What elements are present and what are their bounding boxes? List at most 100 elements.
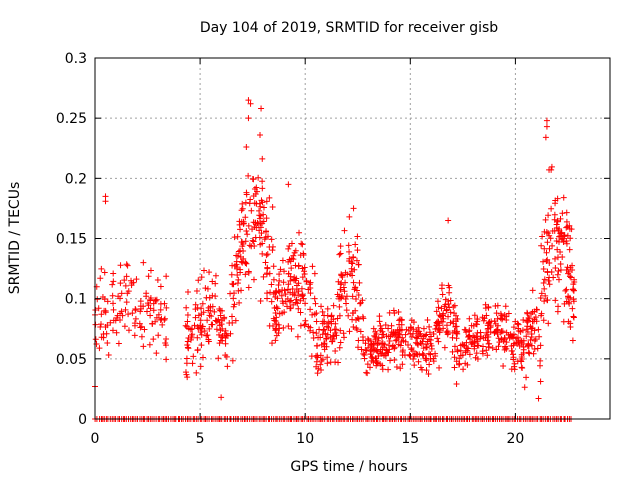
data-point bbox=[385, 366, 392, 373]
data-point bbox=[397, 365, 404, 372]
data-point bbox=[313, 318, 320, 325]
data-point bbox=[313, 310, 320, 317]
data-point bbox=[415, 358, 422, 365]
data-point bbox=[319, 308, 326, 315]
data-point bbox=[113, 314, 120, 321]
data-point bbox=[143, 290, 150, 297]
data-point bbox=[184, 344, 191, 351]
x-tick-label: 10 bbox=[296, 431, 314, 447]
data-point bbox=[329, 338, 336, 345]
data-point bbox=[222, 352, 229, 359]
data-point bbox=[406, 351, 413, 358]
data-point bbox=[117, 316, 124, 323]
data-point bbox=[537, 342, 544, 349]
data-point bbox=[386, 338, 393, 345]
data-point bbox=[346, 213, 353, 220]
data-point bbox=[245, 97, 252, 104]
data-point bbox=[183, 360, 190, 367]
data-point bbox=[268, 298, 275, 305]
data-point bbox=[397, 342, 404, 349]
data-point bbox=[538, 310, 545, 317]
data-point bbox=[552, 297, 559, 304]
data-point bbox=[279, 298, 286, 305]
data-point bbox=[301, 270, 308, 277]
data-point bbox=[299, 292, 306, 299]
data-point bbox=[318, 367, 325, 374]
data-point bbox=[565, 270, 572, 277]
data-point bbox=[379, 366, 386, 373]
data-point bbox=[212, 272, 219, 279]
data-point bbox=[230, 295, 237, 302]
data-point bbox=[391, 344, 398, 351]
data-point bbox=[391, 356, 398, 363]
data-point bbox=[247, 100, 254, 107]
data-point bbox=[263, 215, 270, 222]
data-point bbox=[124, 290, 131, 297]
data-point bbox=[360, 315, 367, 322]
data-point bbox=[372, 355, 379, 362]
data-point bbox=[416, 331, 423, 338]
data-point bbox=[307, 306, 314, 313]
data-point bbox=[251, 224, 258, 231]
data-point bbox=[348, 259, 355, 266]
data-point bbox=[251, 200, 258, 207]
data-point bbox=[501, 336, 508, 343]
data-point bbox=[527, 323, 534, 330]
data-point bbox=[219, 333, 226, 340]
data-point bbox=[355, 292, 362, 299]
data-point bbox=[562, 287, 569, 294]
data-point bbox=[535, 326, 542, 333]
data-point bbox=[494, 331, 501, 338]
data-point bbox=[447, 319, 454, 326]
data-point bbox=[317, 352, 324, 359]
data-point bbox=[540, 317, 547, 324]
data-point bbox=[414, 340, 421, 347]
data-point bbox=[272, 326, 279, 333]
data-point bbox=[245, 172, 252, 179]
data-point bbox=[493, 310, 500, 317]
data-point bbox=[227, 330, 234, 337]
data-point bbox=[299, 241, 306, 248]
data-point bbox=[337, 286, 344, 293]
data-point bbox=[453, 335, 460, 342]
data-point bbox=[230, 303, 237, 310]
data-point bbox=[531, 308, 538, 315]
data-point bbox=[524, 309, 531, 316]
data-point bbox=[528, 331, 535, 338]
data-point bbox=[240, 220, 247, 227]
data-point bbox=[541, 228, 548, 235]
data-point bbox=[193, 369, 200, 376]
data-point bbox=[548, 205, 555, 212]
data-point bbox=[266, 194, 273, 201]
data-point bbox=[355, 316, 362, 323]
data-point bbox=[272, 310, 279, 317]
data-point bbox=[454, 315, 461, 322]
data-point bbox=[354, 233, 361, 240]
data-point bbox=[402, 331, 409, 338]
data-point bbox=[238, 287, 245, 294]
data-point bbox=[262, 259, 269, 266]
data-point bbox=[529, 318, 536, 325]
data-point bbox=[474, 356, 481, 363]
data-point bbox=[295, 263, 302, 270]
data-point bbox=[243, 260, 250, 267]
data-point bbox=[371, 332, 378, 339]
data-point bbox=[257, 203, 264, 210]
data-point bbox=[194, 347, 201, 354]
data-point bbox=[563, 240, 570, 247]
data-point bbox=[453, 329, 460, 336]
data-point bbox=[442, 296, 449, 303]
data-point bbox=[206, 325, 213, 332]
data-point bbox=[376, 318, 383, 325]
data-point bbox=[141, 326, 148, 333]
data-point bbox=[349, 293, 356, 300]
data-point bbox=[500, 363, 507, 370]
data-point bbox=[325, 324, 332, 331]
data-point bbox=[521, 384, 528, 391]
data-point bbox=[257, 297, 264, 304]
data-point bbox=[331, 326, 338, 333]
data-point bbox=[184, 318, 191, 325]
data-point bbox=[145, 273, 152, 280]
data-point bbox=[420, 335, 427, 342]
data-point bbox=[370, 340, 377, 347]
